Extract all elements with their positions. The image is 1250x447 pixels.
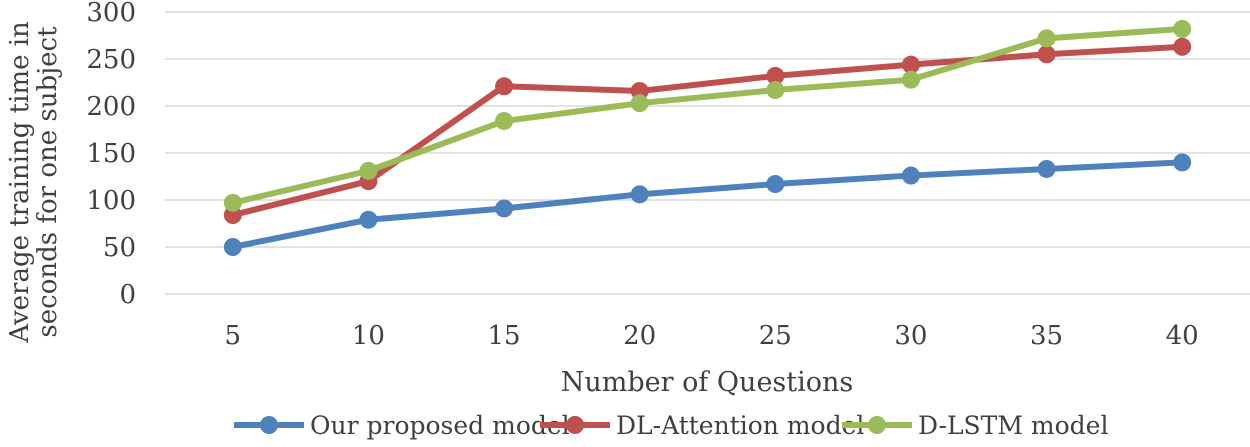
data-point	[766, 175, 785, 194]
y-axis-label-line-1: Average training time in	[5, 21, 35, 344]
y-tick-label: 250	[86, 45, 136, 75]
data-point	[359, 161, 378, 180]
legend-marker	[260, 416, 278, 434]
y-tick-label: 300	[86, 0, 136, 28]
x-tick-label: 25	[759, 321, 792, 351]
y-tick-label: 150	[86, 139, 136, 169]
data-point	[901, 166, 920, 185]
legend-item: D-LSTM model	[842, 411, 1108, 440]
x-tick-labels: 5 10 15 20 25 30 35 40	[225, 321, 1199, 351]
y-tick-labels: 0 50 100 150 200 250 300	[86, 0, 136, 310]
legend-label: DL-Attention model	[616, 411, 864, 440]
y-tick-label: 100	[86, 186, 136, 216]
data-point	[766, 81, 785, 100]
data-point	[359, 210, 378, 229]
gridlines	[165, 11, 1250, 295]
x-tick-label: 35	[1030, 321, 1063, 351]
data-point	[766, 66, 785, 85]
data-point	[1173, 37, 1192, 56]
data-point	[901, 55, 920, 74]
legend-label: Our proposed model	[310, 411, 570, 440]
data-point	[495, 112, 514, 131]
data-point	[901, 70, 920, 89]
legend-item: DL-Attention model	[540, 411, 864, 440]
series-line	[232, 25, 1183, 206]
data-point	[223, 193, 242, 212]
data-point	[495, 77, 514, 96]
x-tick-label: 40	[1166, 321, 1199, 351]
series-0	[223, 153, 1192, 256]
x-tick-label: 5	[225, 321, 242, 351]
data-point	[1037, 45, 1056, 64]
y-tick-label: 0	[119, 280, 136, 310]
data-point	[630, 94, 649, 113]
data-point	[223, 238, 242, 256]
y-axis-label-line-2: seconds for one subject	[33, 26, 63, 338]
x-tick-label: 30	[894, 321, 927, 351]
series-2	[223, 19, 1192, 212]
series-lines	[223, 19, 1192, 256]
data-point	[1037, 29, 1056, 48]
data-point	[1037, 159, 1056, 178]
data-point	[495, 199, 514, 218]
data-point	[630, 185, 649, 204]
series-1	[223, 37, 1192, 225]
legend-marker	[868, 416, 886, 434]
legend: Our proposed model DL-Attention model D-LS…	[234, 411, 1108, 440]
legend-marker	[566, 416, 584, 434]
x-tick-label: 15	[488, 321, 521, 351]
data-point	[1173, 19, 1192, 38]
y-tick-label: 50	[103, 233, 136, 263]
legend-label: D-LSTM model	[918, 411, 1108, 440]
data-point	[1173, 153, 1192, 172]
legend-item: Our proposed model	[234, 411, 570, 440]
series-line	[232, 159, 1183, 250]
y-tick-label: 200	[86, 92, 136, 122]
x-tick-label: 10	[352, 321, 385, 351]
x-tick-label: 20	[623, 321, 656, 351]
x-axis-label: Number of Questions	[561, 367, 854, 398]
